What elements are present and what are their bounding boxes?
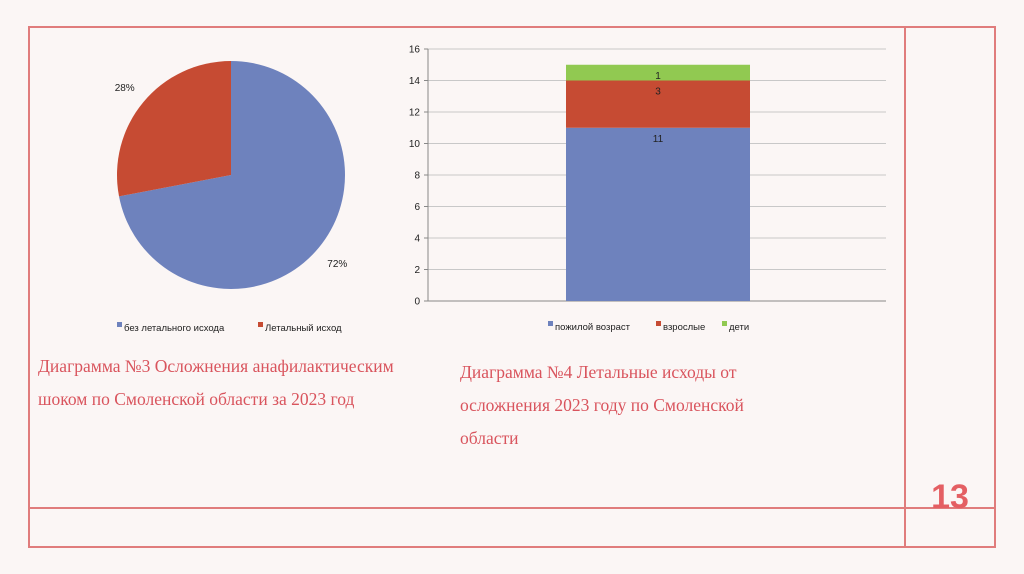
bar-data-label: 3: [655, 87, 661, 98]
bar-segment: [566, 64, 750, 81]
frame-bottom-line: [28, 546, 996, 548]
pie-chart: 72% 28%: [115, 61, 347, 289]
bar-chart-caption: Диаграмма №4 Летальные исходы от осложне…: [460, 362, 744, 448]
frame-divider-line: [904, 26, 906, 548]
pie-legend-swatch: [258, 322, 263, 327]
y-tick-label: 10: [409, 139, 421, 150]
y-tick-label: 0: [414, 297, 420, 308]
page-number: 13: [931, 478, 969, 516]
y-tick-label: 14: [409, 76, 421, 87]
pie-data-label: 72%: [327, 259, 347, 270]
bar-legend: пожилой возраст взрослые дети: [548, 321, 749, 333]
y-tick-label: 4: [414, 234, 420, 245]
y-tick-label: 6: [414, 202, 420, 213]
y-tick-label: 2: [414, 265, 420, 276]
pie-legend: без летального исхода Летальный исход: [117, 322, 342, 334]
bar-legend-swatch: [656, 321, 661, 326]
bar-legend-swatch: [722, 321, 727, 326]
bar-segment: [566, 80, 750, 128]
pie-legend-label: Летальный исход: [265, 323, 342, 334]
frame-left-line: [28, 26, 30, 548]
bar-chart: 0 2 4 6 8 10 12 14 16 11 3 1: [409, 45, 886, 308]
pie-data-label: 28%: [115, 83, 135, 94]
bar-legend-label: взрослые: [663, 322, 705, 333]
pie-legend-swatch: [117, 322, 122, 327]
bar-data-label: 11: [653, 134, 664, 145]
y-tick-label: 16: [409, 45, 421, 56]
bar-data-label: 1: [655, 71, 661, 82]
bar-legend-label: дети: [729, 322, 749, 333]
y-tick-label: 8: [414, 171, 420, 182]
frame-top-line: [28, 26, 996, 28]
bar-legend-label: пожилой возраст: [555, 322, 631, 333]
pie-slice: [119, 61, 346, 289]
pie-chart-caption: Диаграмма №3 Осложнения анафилактическим…: [38, 356, 394, 409]
pie-legend-label: без летального исхода: [124, 323, 225, 334]
frame-footer-line: [28, 507, 996, 509]
bar-legend-swatch: [548, 321, 553, 326]
y-tick-label: 12: [409, 108, 421, 119]
frame-right-line: [994, 26, 996, 548]
bar-segment: [566, 127, 750, 301]
pie-slice: [117, 61, 231, 197]
